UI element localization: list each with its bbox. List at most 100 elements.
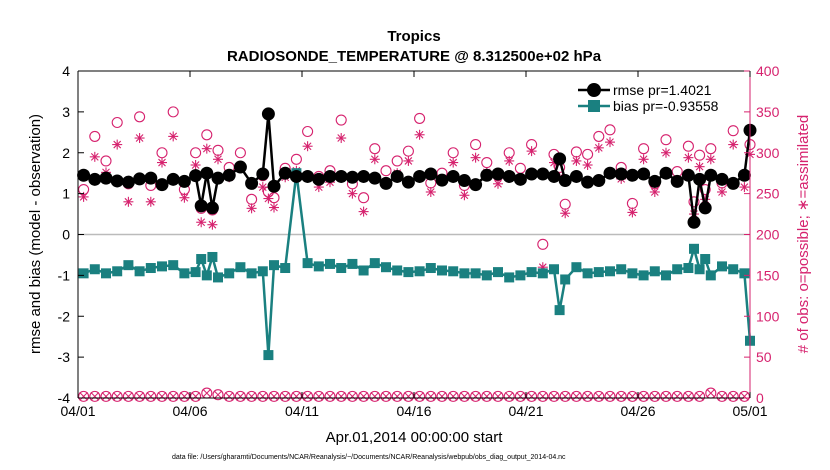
bias-point (369, 258, 380, 269)
obs-bottom-assimilated-marker (628, 392, 637, 401)
rmse-point (502, 169, 516, 183)
bias-point (168, 260, 179, 271)
rmse-point (592, 174, 606, 188)
obs-assimilated-marker (263, 193, 274, 204)
bias-point (616, 264, 627, 275)
obs-bottom-assimilated-marker (516, 392, 525, 401)
obs-bottom-assimilated-marker (247, 392, 256, 401)
obs-bottom-assimilated-marker (168, 392, 178, 401)
obs-assimilated-marker (246, 203, 257, 214)
star-stroke (124, 197, 133, 206)
bias-point (582, 268, 593, 279)
data-file-footnote: data file: /Users/gharamti/Documents/NCA… (172, 454, 566, 461)
bias-point (526, 267, 537, 278)
obs-possible-marker (380, 165, 392, 177)
star-stroke (336, 392, 346, 401)
rmse-point (648, 174, 662, 188)
obs-bottom-possible-marker (402, 390, 414, 402)
star-stroke (740, 183, 749, 191)
obs-possible-marker (682, 140, 694, 152)
obs-bottom-assimilated-marker (661, 392, 671, 401)
bias-point (683, 263, 694, 274)
bias-point (269, 260, 279, 271)
star-stroke (650, 188, 659, 196)
obs-assimilated-marker (134, 133, 145, 144)
star-stroke (270, 203, 278, 212)
obs-bottom-assimilated-marker (280, 392, 290, 401)
star-stroke (650, 392, 660, 401)
obs-assimilated-marker (470, 152, 481, 163)
star-stroke (135, 392, 144, 401)
obs-assimilated-marker (145, 196, 156, 207)
star-stroke (437, 392, 447, 401)
obs-assimilated-marker (269, 202, 279, 213)
obs-possible-marker (234, 147, 246, 159)
obs-bottom-possible-marker (100, 390, 112, 402)
star-stroke (214, 155, 222, 164)
bias-point (134, 266, 145, 277)
star-stroke (728, 392, 738, 401)
star-stroke (572, 157, 581, 165)
obs-bottom-possible-marker (503, 390, 515, 402)
y-tick-label-right: 350 (756, 104, 780, 120)
rmse-point (569, 169, 583, 183)
rmse-point (345, 170, 359, 184)
bias-point (554, 305, 565, 316)
obs-possible-marker (582, 148, 594, 160)
rmse-point (245, 176, 259, 190)
obs-bottom-assimilated-marker (135, 392, 144, 401)
star-stroke (236, 392, 245, 401)
star-stroke (359, 207, 368, 216)
star-stroke (124, 392, 133, 401)
star-stroke (264, 194, 273, 203)
obs-possible-marker (414, 112, 426, 124)
obs-bottom-possible-marker (89, 390, 101, 402)
bias-point (627, 268, 638, 279)
obs-bottom-assimilated-marker (359, 392, 368, 401)
rmse-point (480, 168, 494, 182)
star-stroke (258, 392, 268, 401)
rmse-point (211, 171, 225, 185)
obs-bottom-possible-marker (425, 390, 437, 402)
rmse-point (189, 169, 203, 183)
rmse-point (205, 201, 219, 215)
obs-possible-marker (705, 143, 717, 155)
obs-possible-marker (604, 124, 616, 136)
obs-bottom-assimilated-marker (560, 392, 570, 401)
bias-point (78, 268, 89, 279)
star-stroke (370, 155, 379, 164)
rmse-point (659, 166, 673, 180)
star-stroke (359, 392, 368, 401)
obs-bottom-possible-marker (134, 390, 146, 402)
obs-bottom-possible-marker (369, 390, 381, 402)
x-tick-label: 04/01 (60, 403, 95, 419)
star-stroke (583, 161, 592, 169)
obs-assimilated-marker (89, 151, 100, 162)
rmse-point (121, 175, 135, 189)
obs-bottom-assimilated-marker (404, 392, 413, 401)
star-stroke (135, 134, 144, 142)
obs-bottom-possible-marker (694, 390, 706, 402)
obs-bottom-assimilated-marker (79, 392, 88, 401)
obs-bottom-possible-marker (257, 390, 269, 402)
star-stroke (740, 392, 749, 401)
obs-assimilated-marker (694, 161, 705, 172)
bias-point (638, 270, 649, 281)
obs-assimilated-marker (649, 186, 660, 197)
star-stroke (616, 392, 626, 401)
obs-possible-marker (190, 147, 202, 159)
star-stroke (426, 188, 435, 196)
rmse-point (513, 172, 527, 186)
obs-possible-marker (638, 143, 650, 155)
rmse-point (166, 172, 180, 186)
x-tick-label: 04/26 (620, 403, 655, 419)
bias-point (123, 260, 134, 271)
star-stroke (157, 392, 167, 401)
obs-bottom-possible-marker (234, 390, 246, 402)
obs-possible-marker (167, 106, 179, 118)
rmse-point (256, 167, 270, 181)
obs-bottom-assimilated-marker (549, 392, 559, 401)
star-stroke (168, 392, 178, 401)
star-stroke (79, 392, 88, 401)
rmse-point (233, 160, 247, 174)
